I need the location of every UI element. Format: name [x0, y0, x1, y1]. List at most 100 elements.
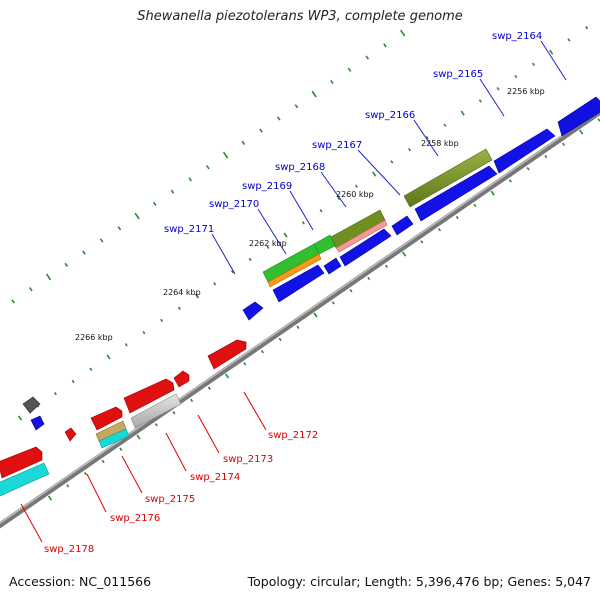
tick-mark: [259, 128, 263, 133]
tick-mark: [508, 179, 512, 183]
forward-genes: [242, 96, 600, 321]
tick-mark: [311, 90, 317, 98]
gene-arrow[interactable]: [173, 370, 190, 388]
tick-mark: [134, 212, 140, 220]
tick-mark: [526, 167, 530, 171]
gene-label[interactable]: swp_2165: [433, 69, 483, 80]
tick-mark: [17, 415, 23, 421]
tick-mark: [124, 343, 128, 347]
gene-arrow[interactable]: [64, 427, 77, 442]
tick-mark: [301, 221, 305, 225]
tick-mark: [83, 471, 87, 476]
kbp-tick-label: 2264 kbp: [163, 288, 201, 297]
gene-label[interactable]: swp_2176: [110, 513, 160, 524]
gene-label[interactable]: swp_2170: [209, 199, 259, 210]
tick-mark: [66, 484, 70, 488]
tick-mark: [29, 287, 33, 292]
tick-mark: [222, 151, 229, 159]
gene-label[interactable]: swp_2167: [312, 140, 362, 151]
tick-mark: [195, 293, 200, 299]
tick-mark: [101, 459, 105, 464]
gene-arrow[interactable]: [207, 339, 247, 370]
tick-mark: [384, 264, 388, 268]
gene-label[interactable]: swp_2169: [242, 181, 292, 192]
tick-mark: [225, 373, 230, 379]
tick-mark: [64, 262, 69, 267]
gene-arrow[interactable]: [272, 264, 325, 303]
tick-mark: [206, 165, 210, 170]
gene-label[interactable]: swp_2172: [268, 430, 318, 441]
kbp-tick-label: 2266 kbp: [75, 333, 113, 342]
tick-mark: [142, 330, 146, 335]
label-connectors: [20, 40, 567, 543]
tick-mark: [443, 123, 447, 128]
tick-mark: [460, 110, 465, 116]
tick-mark: [562, 142, 566, 147]
tick-mark: [89, 367, 93, 371]
tick-mark: [241, 140, 246, 145]
gene-arrow[interactable]: [323, 257, 342, 275]
kbp-tick-label: 2260 kbp: [336, 190, 374, 199]
tick-mark: [177, 306, 181, 310]
tick-mark: [367, 276, 371, 281]
gene-label[interactable]: swp_2166: [365, 110, 415, 121]
tick-mark: [337, 196, 341, 201]
tick-mark: [190, 398, 194, 403]
gene-arrow[interactable]: [557, 96, 600, 137]
tick-mark: [400, 29, 406, 37]
gene-block[interactable]: [267, 253, 322, 288]
tick-mark: [402, 251, 407, 257]
gene-label[interactable]: swp_2168: [275, 162, 325, 173]
gene-label[interactable]: swp_2174: [190, 472, 240, 483]
tick-mark: [11, 299, 15, 304]
gene-label[interactable]: swp_2178: [44, 544, 94, 555]
gene-label[interactable]: swp_2173: [223, 454, 273, 465]
gene-arrow[interactable]: [90, 406, 123, 431]
tick-mark: [490, 190, 495, 196]
forward-gene-labels: swp_2164 swp_2165 swp_2166 swp_2167 swp_…: [164, 31, 542, 235]
gene-block[interactable]: [403, 148, 493, 208]
tick-mark: [532, 62, 536, 67]
tick-mark: [496, 87, 500, 91]
kbp-tick-label: 2262 kbp: [249, 239, 287, 248]
tick-mark: [278, 337, 282, 342]
gene-arrow[interactable]: [30, 415, 45, 431]
gene-block[interactable]: [22, 396, 41, 414]
gene-arrow[interactable]: [242, 301, 264, 321]
tick-mark: [276, 116, 281, 121]
tick-mark: [514, 74, 518, 79]
map-title: Shewanella piezotolerans WP3, complete g…: [137, 9, 463, 24]
tick-mark: [188, 177, 192, 182]
tick-mark: [53, 391, 57, 396]
genome-backbone: [0, 108, 600, 529]
tick-mark: [478, 99, 482, 103]
tick-mark: [99, 238, 104, 243]
gene-block[interactable]: [130, 393, 182, 429]
forward-outer-genes: [262, 148, 493, 288]
tick-mark: [372, 171, 377, 177]
tick-mark: [248, 257, 252, 262]
gene-arrow[interactable]: [339, 228, 392, 267]
gene-arrow[interactable]: [493, 128, 556, 174]
reverse-gene-labels: swp_2172 swp_2173 swp_2174 swp_2175 swp_…: [44, 430, 318, 555]
tick-mark: [438, 228, 442, 232]
tick-mark: [106, 354, 111, 360]
gene-arrow[interactable]: [123, 378, 175, 414]
tick-mark: [473, 203, 477, 208]
gene-block[interactable]: [0, 462, 50, 497]
tick-mark: [154, 423, 158, 427]
gene-label[interactable]: swp_2164: [492, 31, 542, 42]
gene-label[interactable]: swp_2171: [164, 224, 214, 235]
gene-arrow[interactable]: [391, 215, 414, 236]
gene-block[interactable]: [98, 428, 130, 449]
tick-mark: [243, 362, 247, 366]
tick-mark: [160, 318, 164, 323]
gene-label[interactable]: swp_2175: [145, 494, 195, 505]
gene-arrow[interactable]: [0, 446, 43, 479]
gene-block[interactable]: [335, 219, 388, 253]
kbp-tick-label: 2258 kbp: [421, 139, 459, 148]
tick-mark: [567, 38, 571, 42]
gene-arrow[interactable]: [414, 165, 498, 222]
